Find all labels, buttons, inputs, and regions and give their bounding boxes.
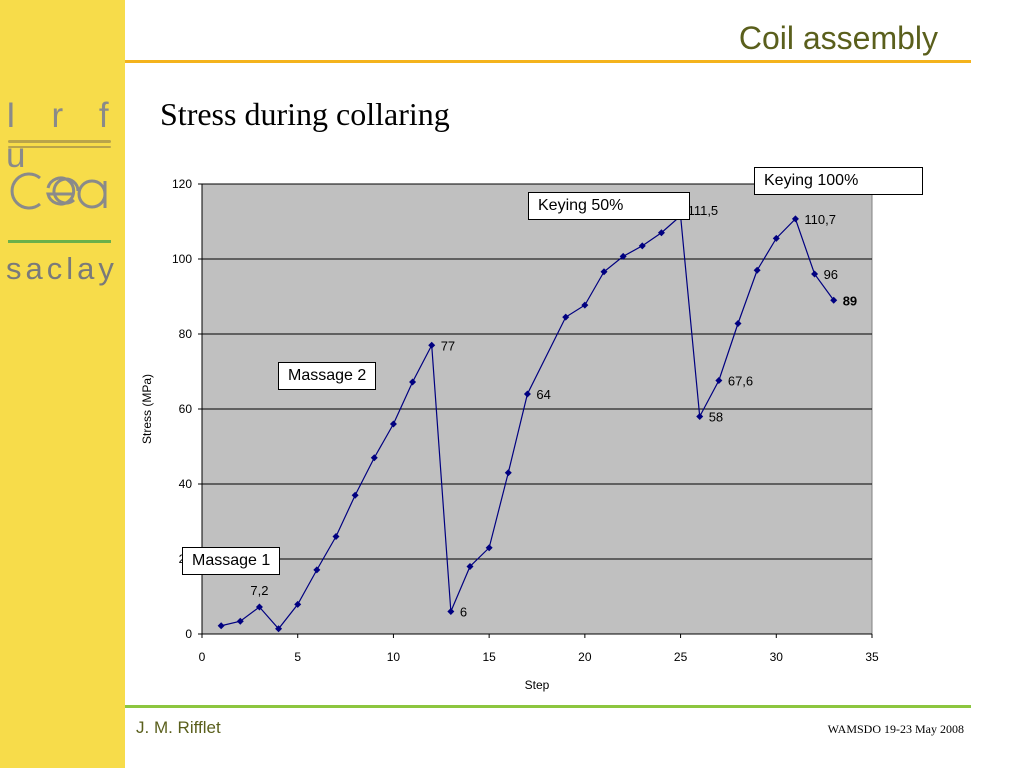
- x-tick-label: 25: [674, 650, 688, 664]
- footer-rule: [125, 705, 971, 708]
- data-label: 6: [460, 605, 467, 620]
- y-tick-label: 60: [179, 402, 193, 416]
- logo-divider: [8, 140, 111, 143]
- data-point: [370, 454, 378, 462]
- data-label: 96: [824, 267, 838, 282]
- data-label: 7,2: [250, 583, 268, 598]
- x-tick-label: 10: [387, 650, 401, 664]
- data-point: [830, 296, 838, 304]
- callout-massage-2: Massage 2: [278, 362, 377, 390]
- y-tick-label: 80: [179, 327, 193, 341]
- data-label: 110,7: [804, 212, 836, 227]
- x-tick-label: 5: [294, 650, 301, 664]
- data-point: [236, 617, 244, 625]
- data-point: [466, 563, 474, 570]
- x-axis-label: Step: [525, 678, 550, 692]
- callout-keying-100: Keying 100%: [754, 167, 923, 195]
- x-tick-label: 30: [770, 650, 784, 664]
- callout-massage-1: Massage 1: [182, 547, 281, 575]
- data-point: [294, 600, 302, 608]
- footer-author: J. M. Rifflet: [136, 718, 221, 737]
- y-tick-label: 0: [185, 627, 192, 641]
- data-point: [715, 377, 723, 384]
- data-point: [638, 242, 646, 250]
- data-point: [313, 566, 321, 574]
- data-point: [485, 544, 493, 552]
- y-tick-label: 40: [179, 477, 193, 491]
- data-point: [619, 252, 627, 260]
- sidebar: I r f u saclay: [0, 0, 125, 768]
- x-tick-label: 15: [482, 650, 496, 664]
- data-label: 67,6: [728, 374, 753, 389]
- x-tick-label: 35: [865, 650, 879, 664]
- data-point: [791, 215, 799, 223]
- data-label: 111,5: [688, 203, 719, 218]
- data-label: 58: [709, 410, 723, 425]
- series-line: [221, 214, 835, 630]
- data-point: [332, 533, 340, 540]
- data-label: 64: [536, 387, 550, 402]
- logo-divider: [8, 146, 111, 148]
- data-point: [275, 625, 283, 633]
- data-point: [409, 378, 417, 386]
- y-tick-label: 100: [172, 252, 192, 266]
- data-point: [581, 301, 589, 309]
- data-point: [351, 491, 359, 499]
- data-point: [523, 390, 531, 398]
- x-tick-label: 20: [578, 650, 592, 664]
- data-label: 77: [441, 338, 455, 353]
- data-point: [772, 234, 780, 242]
- data-point: [504, 469, 512, 477]
- data-point: [600, 268, 608, 276]
- data-point: [255, 603, 263, 611]
- data-point: [811, 270, 819, 278]
- title-rule: [125, 60, 971, 63]
- data-point: [389, 420, 397, 428]
- data-point: [734, 320, 742, 327]
- logo-divider: [8, 240, 111, 243]
- data-point: [562, 313, 570, 321]
- data-point: [217, 622, 225, 630]
- data-point: [447, 608, 455, 615]
- irfu-logo: I r f u: [6, 96, 122, 175]
- data-point: [696, 413, 704, 420]
- data-point: [753, 266, 761, 274]
- y-tick-label: 120: [172, 177, 192, 191]
- callout-keying-50: Keying 50%: [528, 192, 690, 220]
- y-axis-label: Stress (MPa): [140, 374, 154, 444]
- saclay-logo: saclay: [6, 251, 118, 286]
- data-point: [428, 341, 436, 349]
- slide-title: Coil assembly: [738, 20, 938, 56]
- footer-event: WAMSDO 19-23 May 2008: [827, 722, 964, 736]
- slide-subtitle: Stress during collaring: [160, 96, 450, 132]
- data-point: [657, 229, 665, 237]
- data-label: 89: [843, 293, 857, 308]
- cea-logo: [10, 172, 107, 210]
- x-tick-label: 0: [199, 650, 206, 664]
